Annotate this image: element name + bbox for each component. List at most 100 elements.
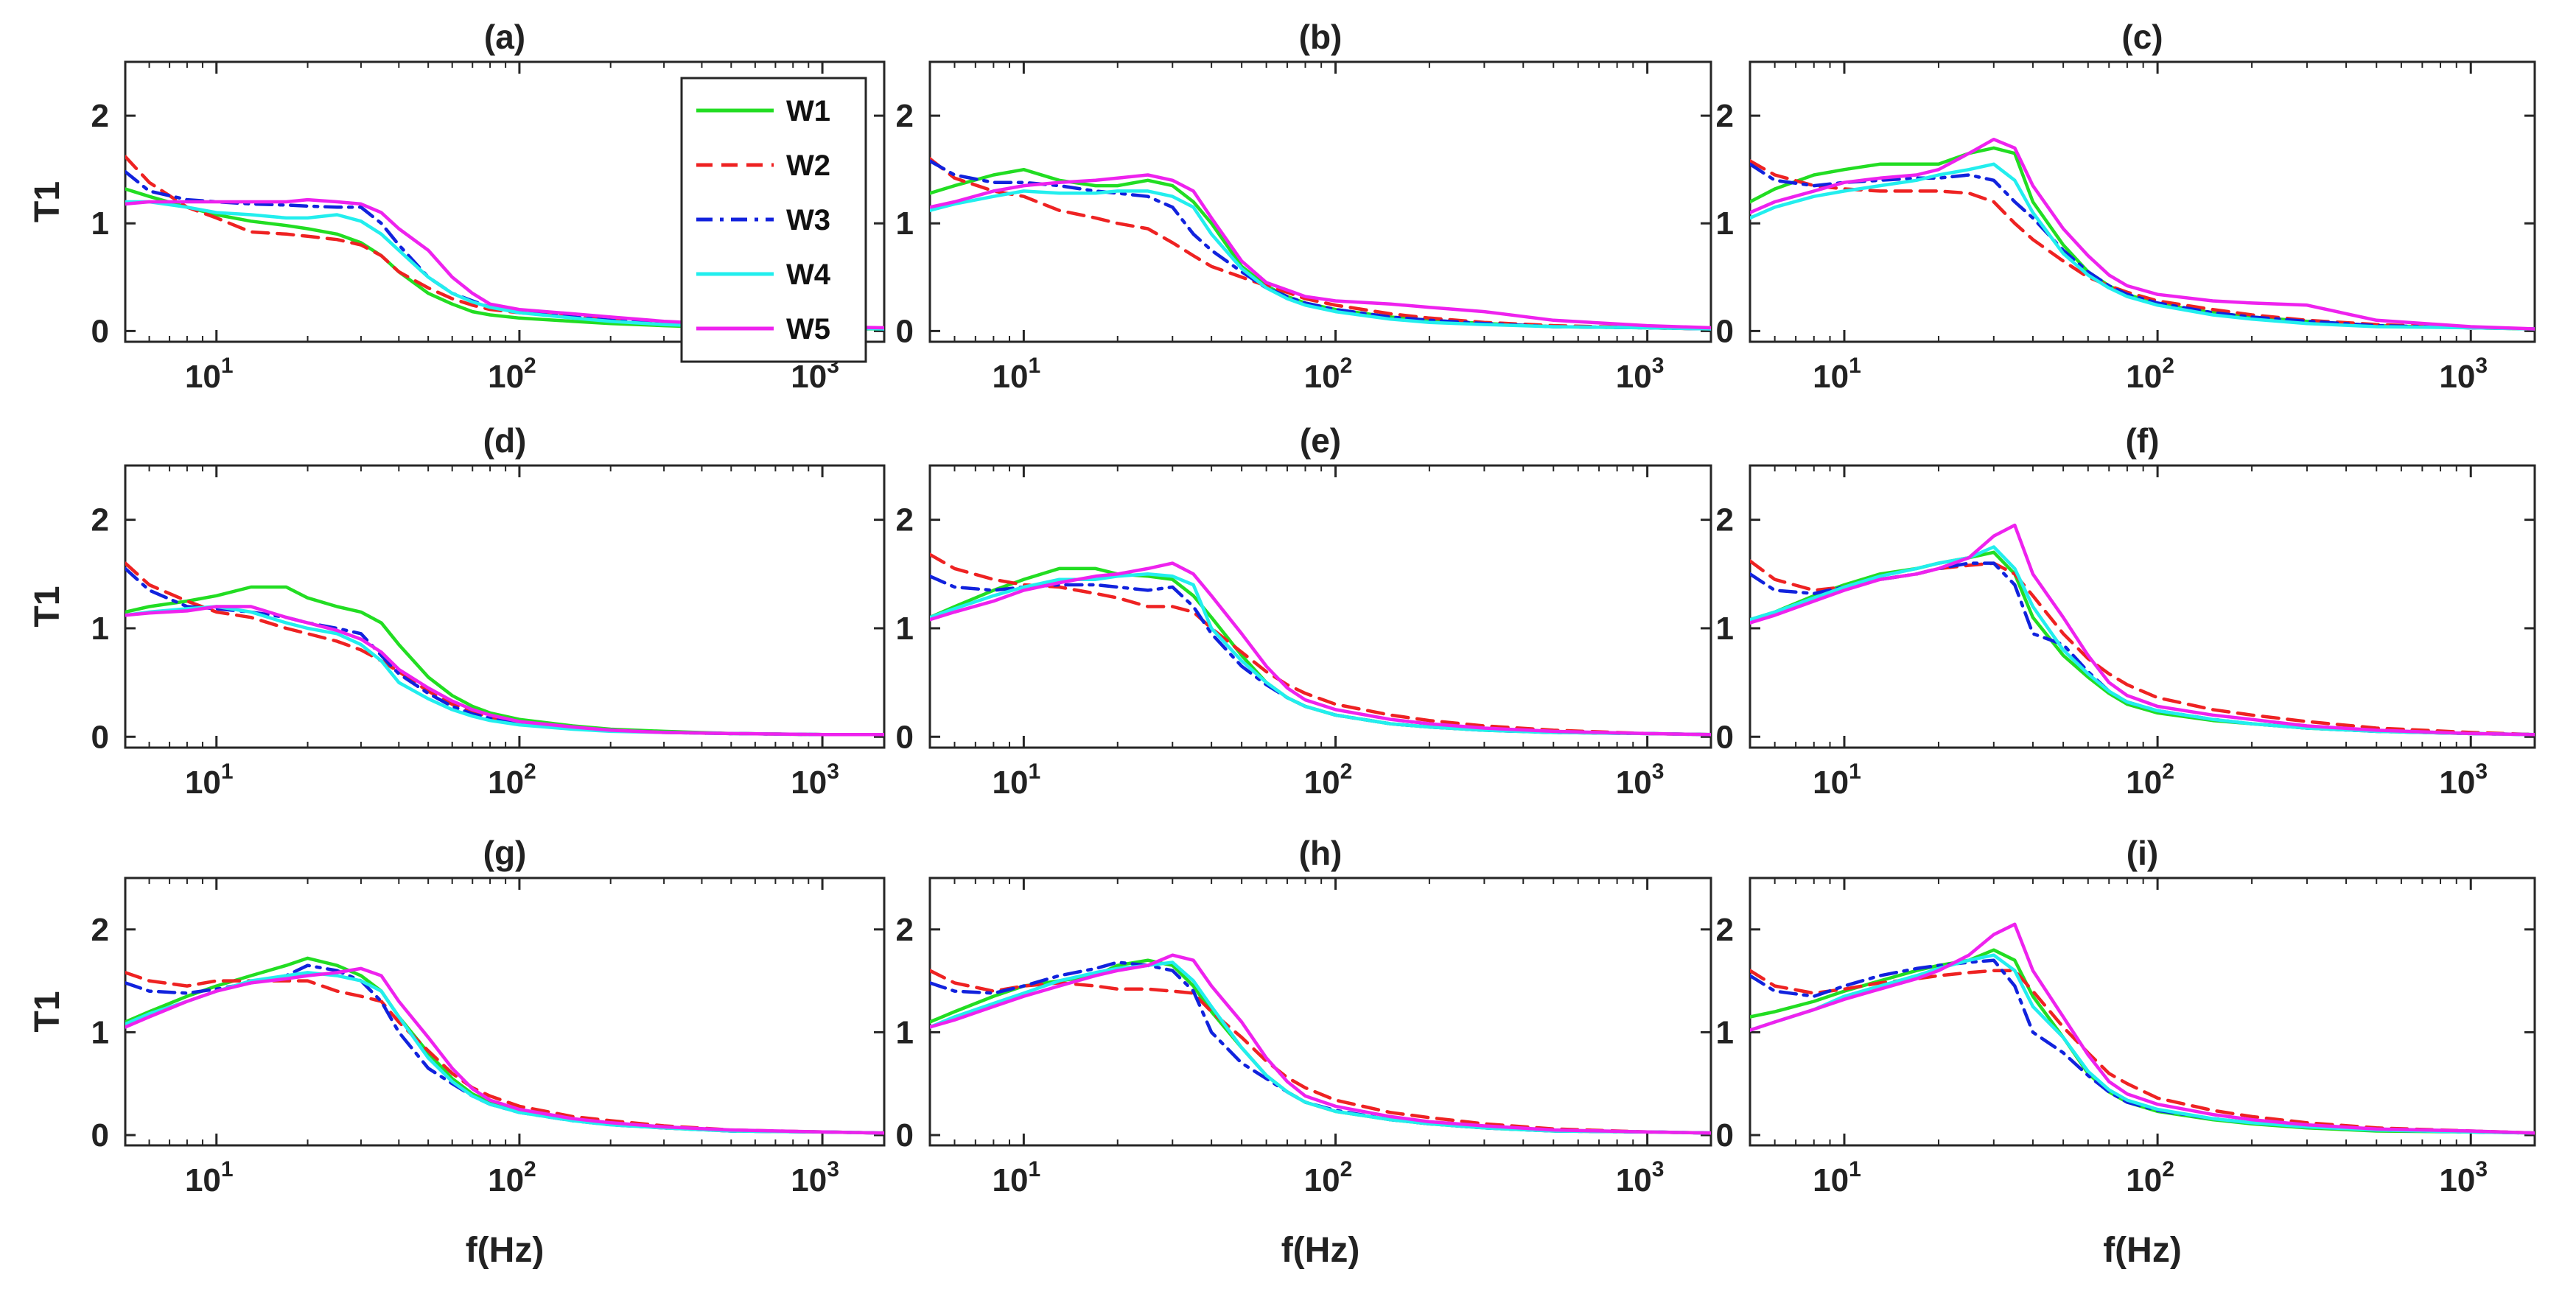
axes-box xyxy=(928,60,1712,343)
series-line-w5 xyxy=(125,605,884,737)
x-tick-base: 10 xyxy=(1813,359,1849,395)
y-tick-label: 2 xyxy=(1716,502,1734,538)
series-line-w5 xyxy=(125,197,884,330)
x-tick-label: 102 xyxy=(488,354,536,395)
x-tick-exponent: 3 xyxy=(1652,759,1665,784)
x-tick-base: 10 xyxy=(1616,359,1652,395)
x-tick-base: 10 xyxy=(993,359,1029,395)
x-tick-label: 102 xyxy=(2126,354,2174,395)
x-tick-label: 103 xyxy=(1616,1157,1665,1198)
y-tick-label: 1 xyxy=(91,1014,109,1050)
x-tick-base: 10 xyxy=(2126,1162,2162,1198)
y-tick-label: 1 xyxy=(91,611,109,647)
x-tick-base: 10 xyxy=(1304,359,1340,395)
legend-label-w1: W1 xyxy=(786,95,830,127)
x-tick-base: 10 xyxy=(2439,765,2475,801)
subplot-title: (e) xyxy=(1300,421,1341,460)
subplot-title: (f) xyxy=(2126,421,2160,460)
series-line-w5 xyxy=(125,966,884,1135)
x-tick-base: 10 xyxy=(1616,1162,1652,1198)
x-tick-label: 103 xyxy=(2439,1157,2488,1198)
series-group xyxy=(930,953,1711,1135)
x-tick-base: 10 xyxy=(2439,1162,2475,1198)
x-tick-label: 101 xyxy=(185,759,234,801)
subplot-title: (d) xyxy=(483,421,527,460)
y-tick-label: 2 xyxy=(1716,98,1734,134)
x-tick-exponent: 1 xyxy=(221,354,234,378)
x-tick-base: 10 xyxy=(185,765,221,801)
subplot-title: (c) xyxy=(2121,18,2163,56)
x-tick-base: 10 xyxy=(2126,359,2162,395)
x-axis-label: f(Hz) xyxy=(466,1231,545,1270)
x-tick-base: 10 xyxy=(993,765,1029,801)
x-tick-base: 10 xyxy=(185,359,221,395)
y-tick-label: 1 xyxy=(1716,206,1734,242)
series-line-w4 xyxy=(1750,162,2535,331)
x-tick-base: 10 xyxy=(791,765,827,801)
series-group xyxy=(125,561,884,737)
series-group xyxy=(930,157,1711,331)
x-tick-label: 101 xyxy=(1813,759,1861,801)
x-tick-label: 101 xyxy=(993,759,1041,801)
y-tick-label: 2 xyxy=(91,502,109,538)
y-tick-label: 0 xyxy=(1716,719,1734,755)
x-tick-label: 101 xyxy=(185,1157,234,1198)
x-axis-label: f(Hz) xyxy=(1281,1231,1360,1270)
x-tick-base: 10 xyxy=(488,359,524,395)
x-tick-label: 103 xyxy=(791,1157,839,1198)
y-tick-label: 2 xyxy=(896,502,914,538)
x-tick-exponent: 3 xyxy=(2475,354,2488,378)
x-tick-label: 101 xyxy=(1813,1157,1861,1198)
series-line-w2 xyxy=(125,561,884,737)
x-tick-base: 10 xyxy=(2439,359,2475,395)
legend: W1 W2 W3 W4 W5 xyxy=(680,77,867,363)
y-tick-label: 0 xyxy=(1716,313,1734,349)
subplot-title: (b) xyxy=(1299,18,1343,56)
y-tick-label: 2 xyxy=(896,912,914,948)
x-tick-exponent: 1 xyxy=(221,1157,234,1181)
series-line-w4 xyxy=(930,572,1711,737)
series-line-w4 xyxy=(1750,545,2535,737)
x-tick-label: 103 xyxy=(1616,354,1665,395)
x-tick-exponent: 3 xyxy=(2475,759,2488,784)
series-group xyxy=(125,155,884,331)
x-tick-label: 101 xyxy=(993,354,1041,395)
x-tick-label: 102 xyxy=(1304,354,1353,395)
x-tick-exponent: 1 xyxy=(1029,1157,1041,1181)
legend-label-w4: W4 xyxy=(786,259,831,291)
x-tick-exponent: 2 xyxy=(1340,1157,1353,1181)
legend-label-w5: W5 xyxy=(786,313,830,345)
x-tick-base: 10 xyxy=(2126,765,2162,801)
y-tick-label: 2 xyxy=(91,98,109,134)
x-tick-label: 103 xyxy=(2439,354,2488,395)
y-tick-label: 0 xyxy=(1716,1117,1734,1153)
y-tick-label: 0 xyxy=(896,313,914,349)
y-tick-label: 1 xyxy=(91,206,109,242)
x-tick-base: 10 xyxy=(791,1162,827,1198)
series-group xyxy=(1750,137,2535,331)
subplot-title: (h) xyxy=(1299,834,1343,872)
x-tick-exponent: 2 xyxy=(524,759,536,784)
series-line-w2 xyxy=(1750,969,2535,1135)
series-line-w5 xyxy=(930,173,1711,330)
x-tick-label: 102 xyxy=(1304,759,1353,801)
x-tick-base: 10 xyxy=(1813,1162,1849,1198)
x-tick-exponent: 3 xyxy=(1652,354,1665,378)
series-line-w5 xyxy=(930,561,1711,737)
y-axis-label: T1 xyxy=(28,181,67,222)
axes-box xyxy=(124,877,886,1147)
x-tick-exponent: 1 xyxy=(1029,759,1041,784)
x-tick-exponent: 2 xyxy=(2162,759,2174,784)
x-tick-base: 10 xyxy=(1304,1162,1340,1198)
series-line-w2 xyxy=(1750,559,2535,737)
series-group xyxy=(930,552,1711,737)
x-tick-base: 10 xyxy=(185,1162,221,1198)
x-tick-label: 101 xyxy=(1813,354,1861,395)
x-tick-label: 102 xyxy=(488,759,536,801)
